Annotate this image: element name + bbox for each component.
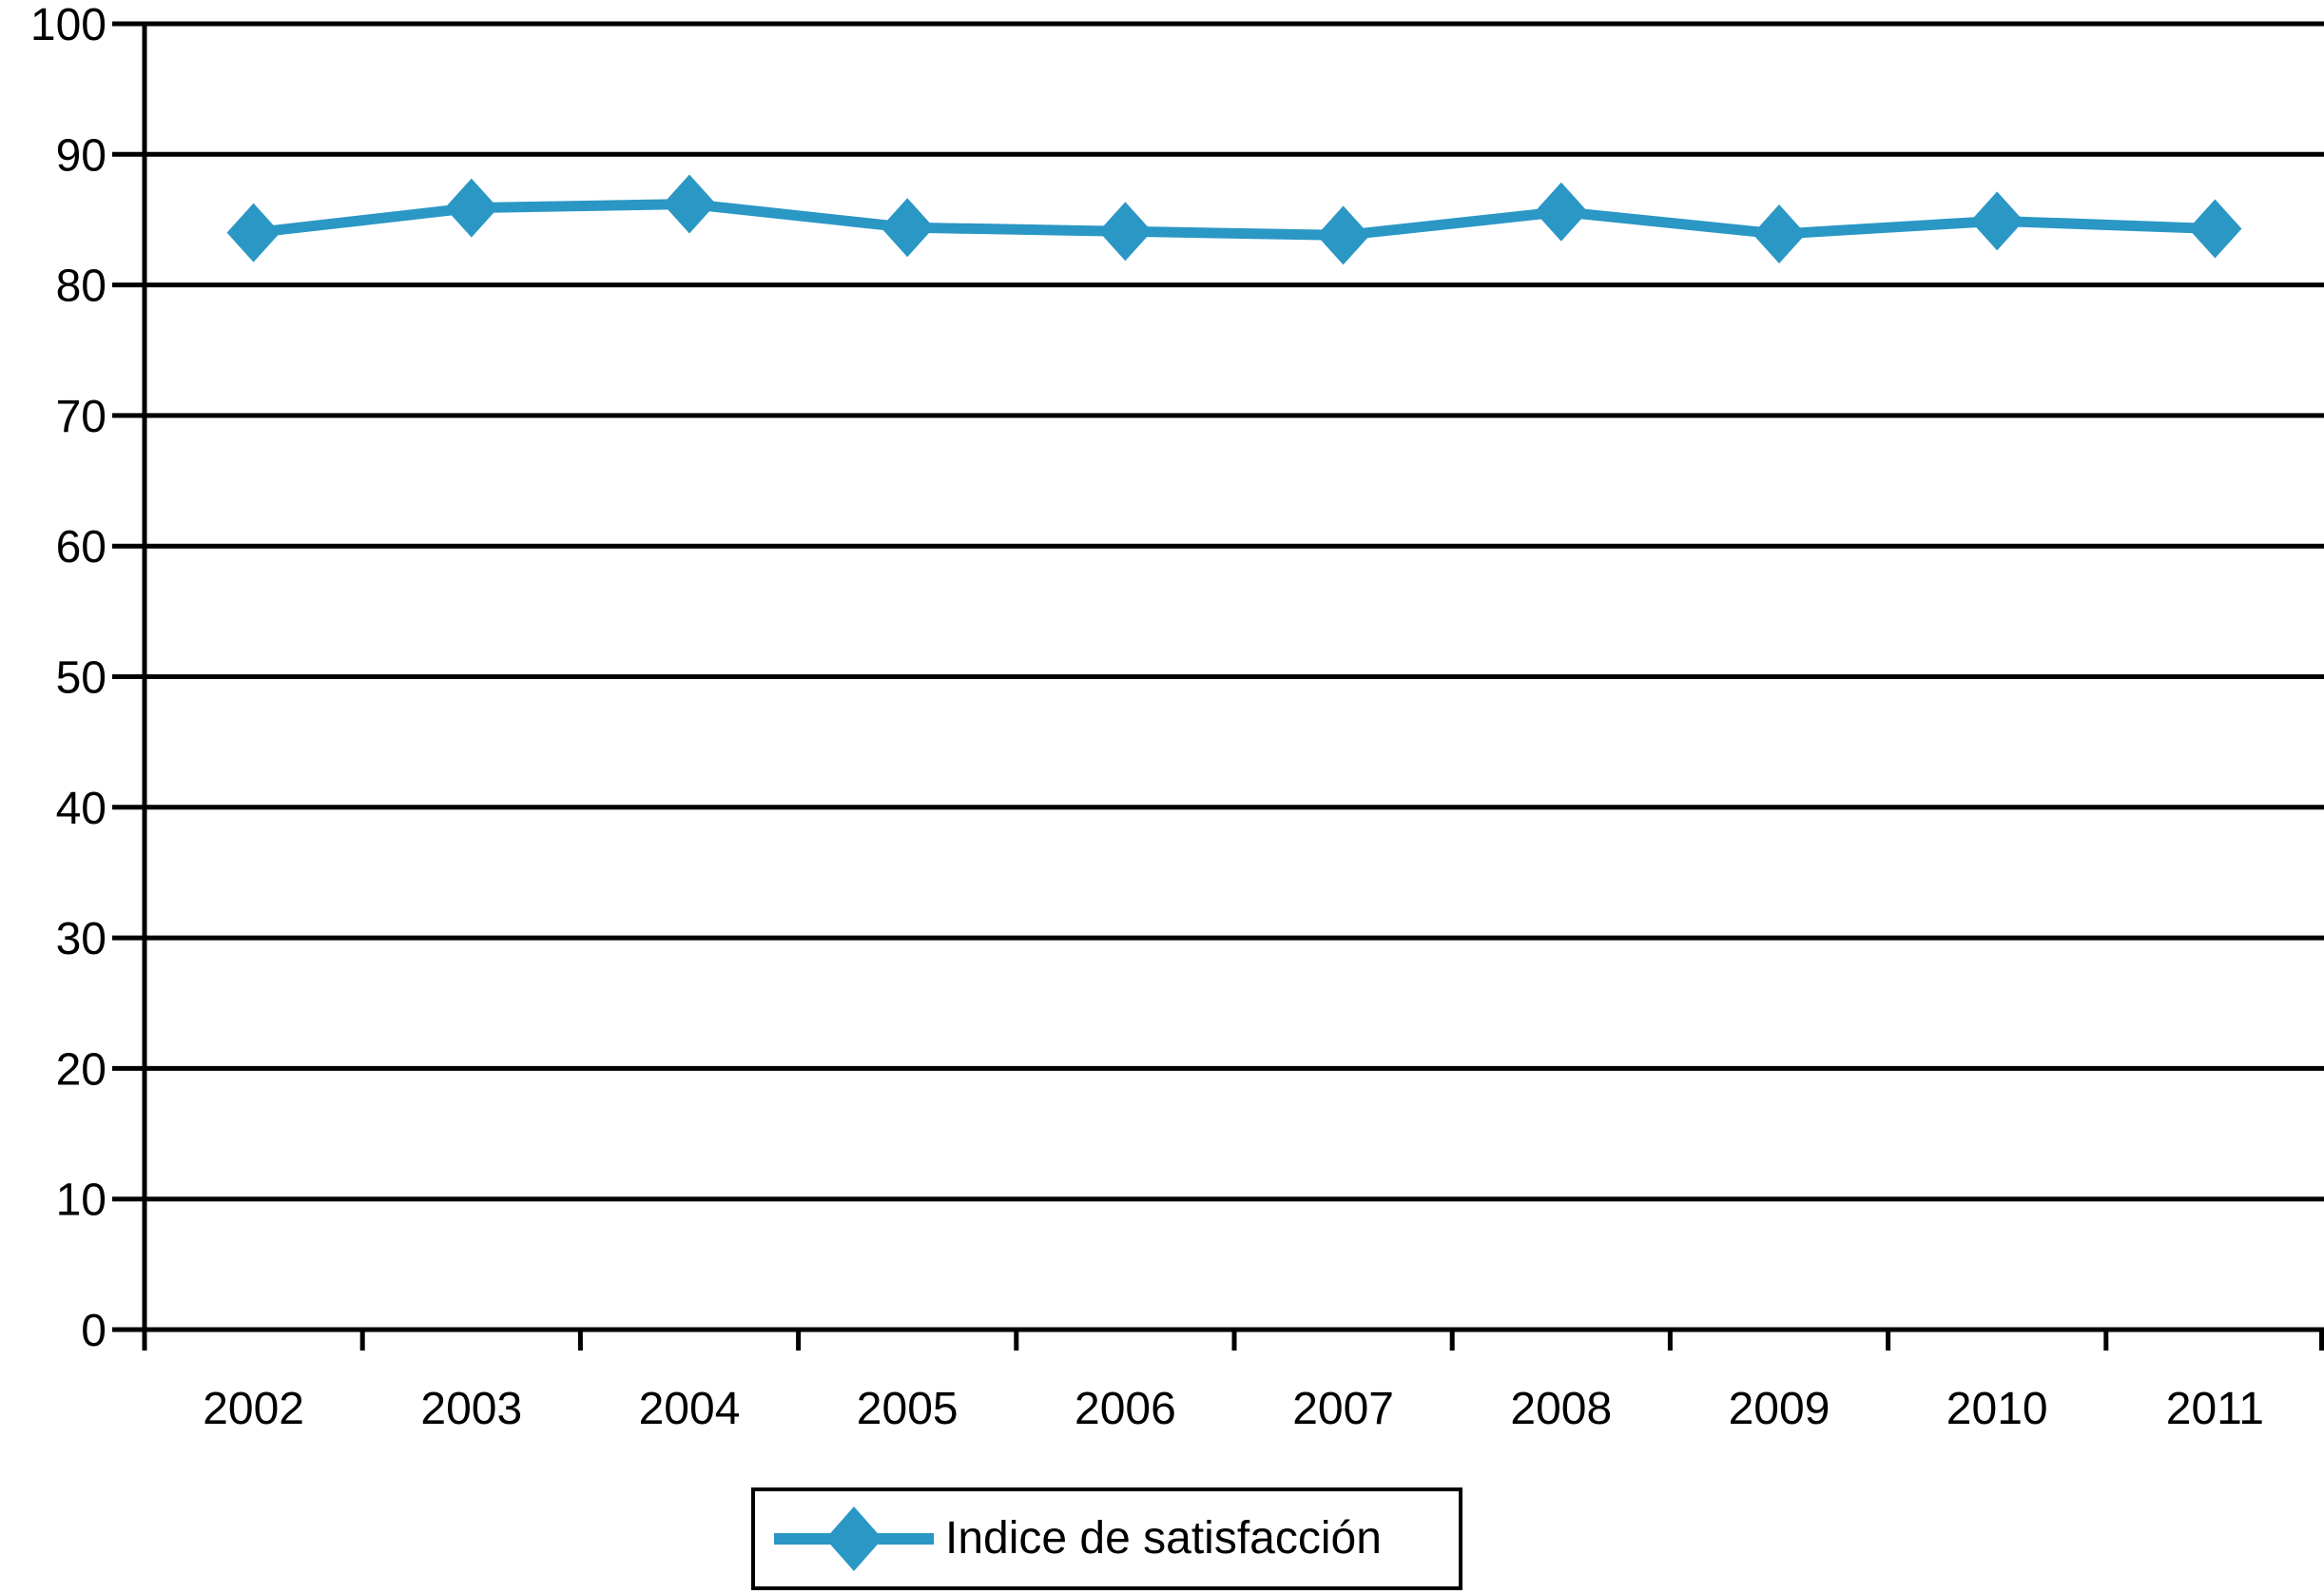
y-axis-tick-label: 50 [56, 653, 107, 704]
x-axis-tick-label: 2002 [203, 1384, 304, 1434]
legend-line-marker-icon [774, 1507, 934, 1571]
data-point-marker [1316, 205, 1370, 265]
x-axis-tick-label: 2004 [639, 1384, 741, 1434]
y-axis-tick-label: 60 [56, 522, 107, 573]
data-point-marker [2188, 199, 2242, 259]
legend-label: Indice de satisfacción [945, 1513, 1382, 1564]
series-line [252, 198, 2216, 241]
x-axis-tick-label: 2011 [2166, 1384, 2264, 1434]
x-axis-tick-label: 2005 [857, 1384, 959, 1434]
legend: Indice de satisfacción [751, 1487, 1462, 1590]
data-point-marker [444, 178, 498, 238]
y-axis-tick-label: 80 [56, 262, 107, 312]
data-point-marker [881, 198, 935, 258]
y-axis-tick-label: 40 [56, 784, 107, 834]
y-axis-tick-label: 90 [56, 130, 107, 181]
y-axis-tick-label: 30 [56, 914, 107, 964]
x-axis-tick-label: 2010 [1946, 1384, 2048, 1434]
x-axis-tick-label: 2008 [1510, 1384, 1612, 1434]
y-axis-tick-label: 70 [56, 392, 107, 442]
x-axis-tick-label: 2003 [420, 1384, 522, 1434]
x-axis-tick-label: 2006 [1075, 1384, 1176, 1434]
data-point-marker [226, 203, 281, 262]
x-axis-tick-label: 2009 [1729, 1384, 1830, 1434]
data-point-marker [1970, 191, 2024, 251]
data-point-marker [663, 174, 716, 234]
y-axis-tick-label: 20 [56, 1044, 107, 1095]
data-point-marker [1753, 204, 1806, 264]
data-point-marker [1098, 202, 1152, 262]
y-axis-tick-label: 0 [81, 1306, 107, 1356]
y-axis-tick-label: 10 [56, 1176, 107, 1226]
x-axis-tick-label: 2007 [1292, 1384, 1394, 1434]
data-point-marker [1534, 182, 1588, 242]
legend-sample-diamond-icon [825, 1507, 882, 1571]
y-axis-tick-label: 100 [30, 0, 107, 50]
